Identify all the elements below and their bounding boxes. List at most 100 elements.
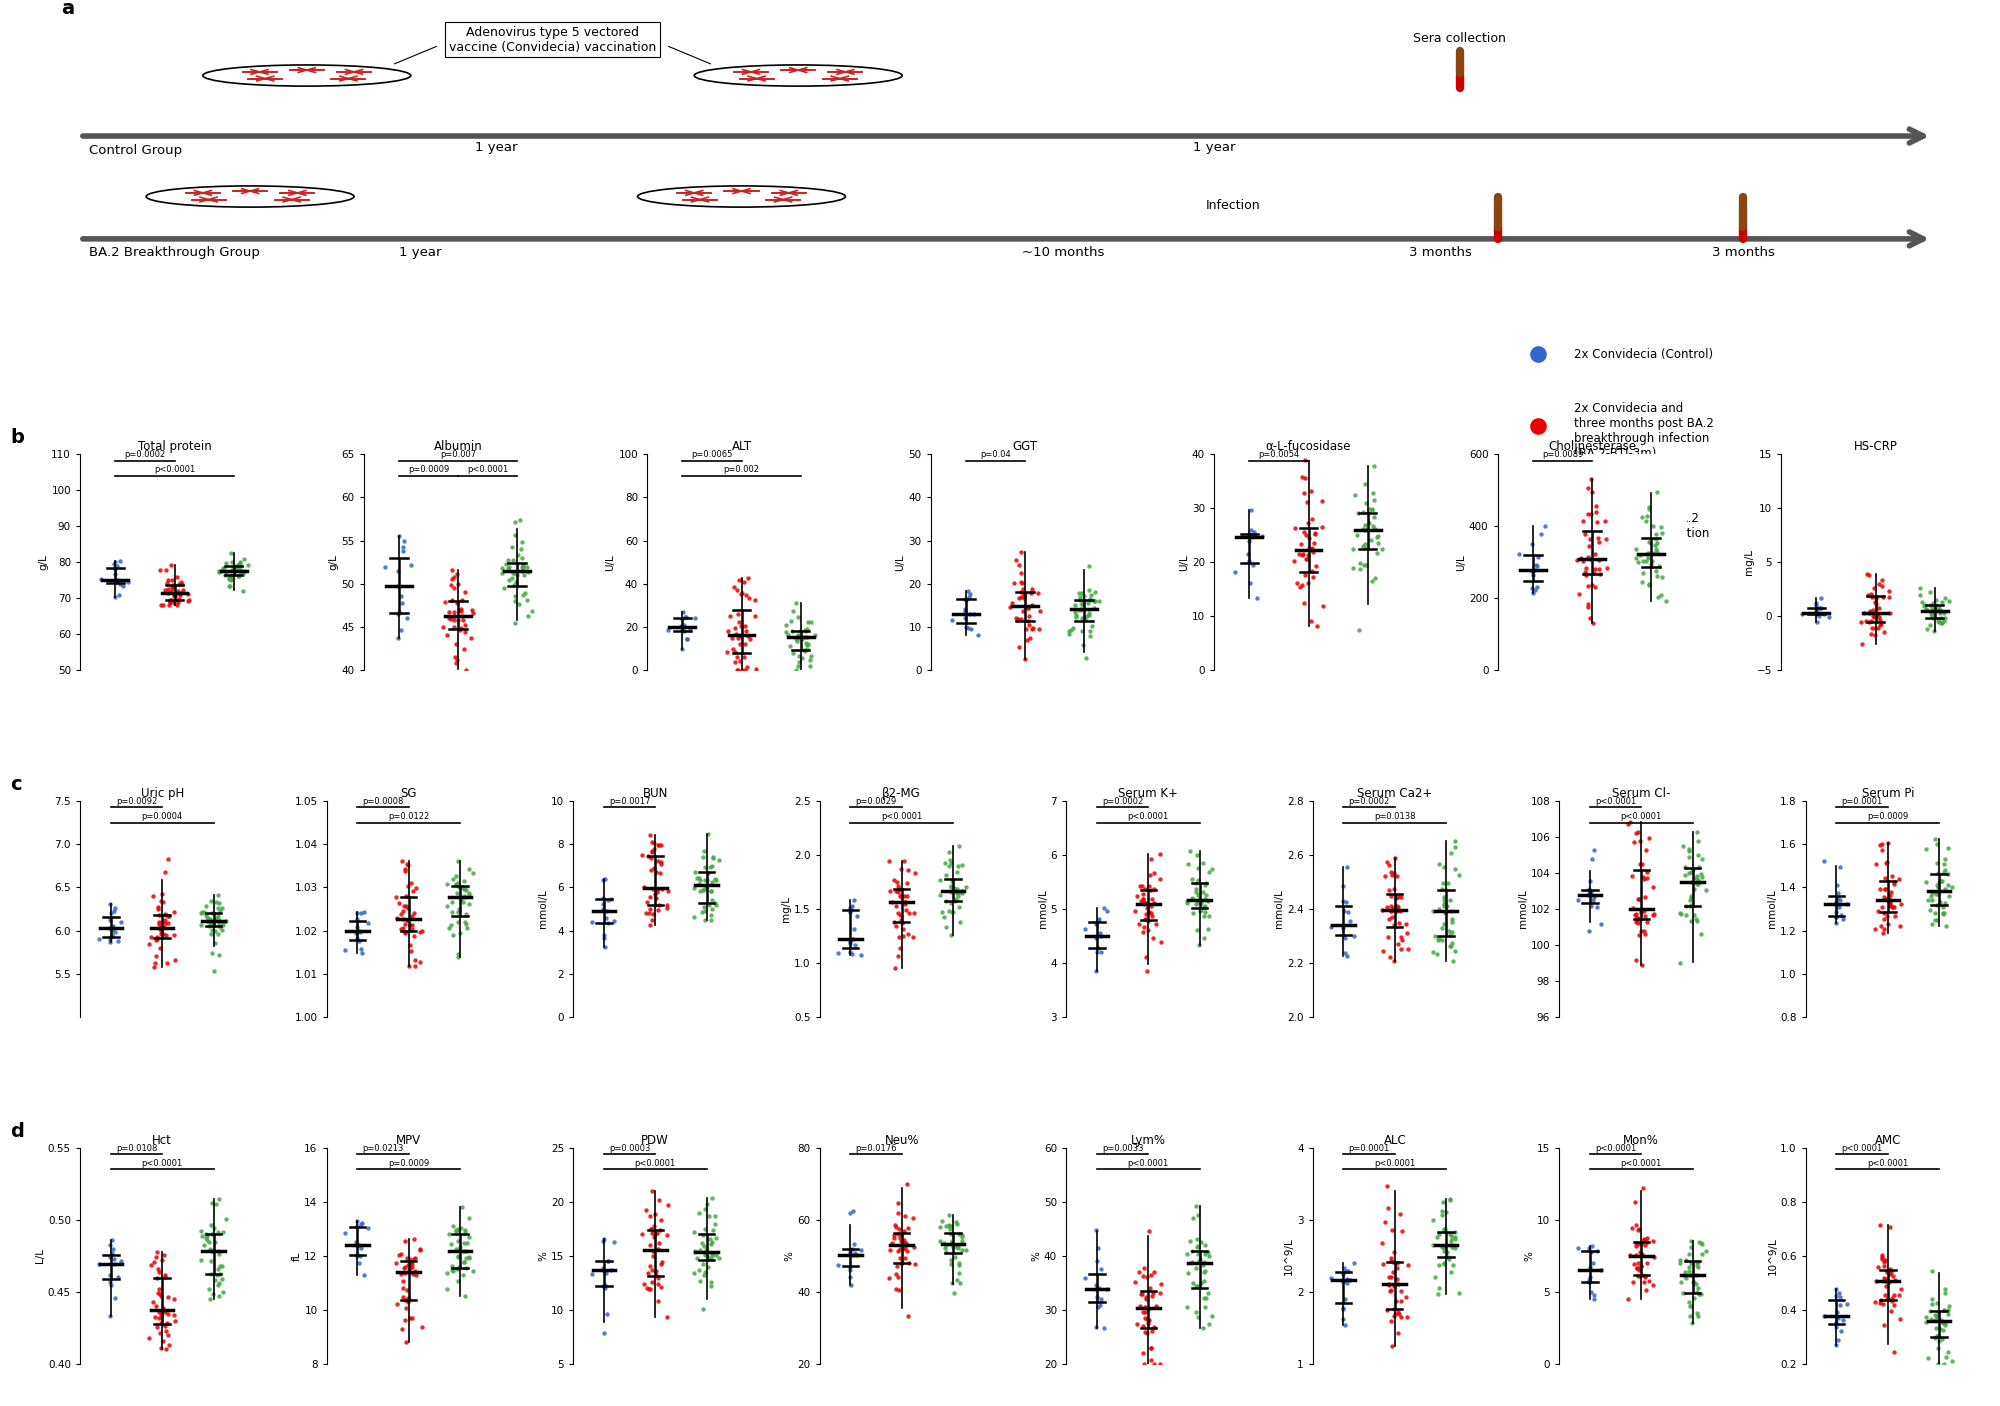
Point [220, 560, 252, 582]
Point [1808, 603, 1840, 626]
Point [510, 555, 542, 578]
Point [202, 561, 234, 583]
Point [1908, 595, 1940, 617]
Point [1358, 517, 1390, 540]
Point [996, 592, 1028, 614]
Point [1622, 910, 1654, 932]
Point [692, 862, 724, 884]
Point [1626, 1243, 1658, 1265]
Point [512, 561, 544, 583]
Point [1436, 1261, 1468, 1284]
Point [190, 1225, 222, 1247]
Point [924, 1230, 956, 1253]
Point [940, 887, 972, 910]
Point [102, 1265, 134, 1288]
Point [1530, 515, 1562, 537]
Point [1614, 811, 1646, 834]
Point [936, 852, 968, 875]
Point [206, 1267, 238, 1289]
Point [1058, 617, 1090, 640]
Point [588, 927, 620, 949]
Point [1308, 595, 1340, 617]
Point [1930, 848, 1962, 870]
Point [1924, 890, 1956, 912]
Point [440, 872, 472, 894]
Point [96, 1229, 128, 1251]
Point [1372, 896, 1404, 918]
Point [142, 896, 174, 918]
Point [1382, 900, 1414, 922]
Point [1188, 927, 1220, 949]
Point [1666, 903, 1698, 925]
Point [888, 893, 920, 915]
Point [836, 894, 868, 917]
Text: p=0.04: p=0.04 [980, 450, 1010, 458]
Point [1356, 481, 1388, 503]
Point [678, 877, 710, 900]
Point [1084, 1294, 1116, 1316]
Point [886, 1251, 918, 1274]
Point [1926, 1327, 1958, 1350]
Point [1128, 1295, 1160, 1317]
Point [448, 877, 480, 900]
Point [442, 599, 474, 621]
Point [1134, 900, 1166, 922]
Point [692, 1256, 724, 1278]
Point [638, 1240, 670, 1263]
Point [432, 1261, 464, 1284]
Point [952, 579, 984, 602]
Point [398, 1260, 430, 1282]
Point [882, 1202, 914, 1225]
Point [1378, 914, 1410, 936]
Point [202, 1264, 234, 1286]
Point [1578, 1288, 1610, 1310]
Point [636, 1258, 668, 1281]
Point [1930, 1346, 1962, 1368]
Point [930, 1237, 962, 1260]
Point [1628, 550, 1660, 572]
Point [1418, 1233, 1450, 1256]
Point [450, 1219, 482, 1241]
Point [1524, 523, 1556, 546]
Point [886, 884, 918, 907]
Point [1800, 592, 1832, 614]
Point [1564, 547, 1596, 569]
Point [454, 1246, 486, 1268]
Point [1626, 852, 1658, 875]
Point [680, 1240, 712, 1263]
Point [1636, 1230, 1668, 1253]
Point [1384, 900, 1416, 922]
Point [1170, 891, 1202, 914]
Point [880, 1278, 912, 1301]
Point [1924, 600, 1956, 623]
Point [1858, 617, 1890, 640]
Point [884, 1247, 916, 1270]
Point [1868, 1267, 1900, 1289]
Point [204, 1256, 236, 1278]
Point [1628, 920, 1660, 942]
Point [1176, 868, 1208, 890]
Point [1678, 879, 1710, 901]
Point [346, 1212, 378, 1234]
Point [1190, 894, 1222, 917]
Point [172, 589, 204, 612]
Point [1574, 536, 1606, 558]
Point [190, 1229, 222, 1251]
Point [1182, 1250, 1214, 1272]
Point [576, 1263, 608, 1285]
Point [396, 914, 428, 936]
Point [1292, 572, 1324, 595]
Point [496, 567, 528, 589]
Point [1332, 1260, 1364, 1282]
Point [1860, 1270, 1892, 1292]
Point [1620, 911, 1652, 934]
Point [1578, 1284, 1610, 1306]
Point [776, 620, 808, 643]
Point [1128, 915, 1160, 938]
Point [506, 560, 538, 582]
Point [1674, 862, 1706, 884]
Point [1332, 1272, 1364, 1295]
Point [588, 1258, 620, 1281]
Point [98, 1247, 130, 1270]
Point [150, 1320, 182, 1343]
